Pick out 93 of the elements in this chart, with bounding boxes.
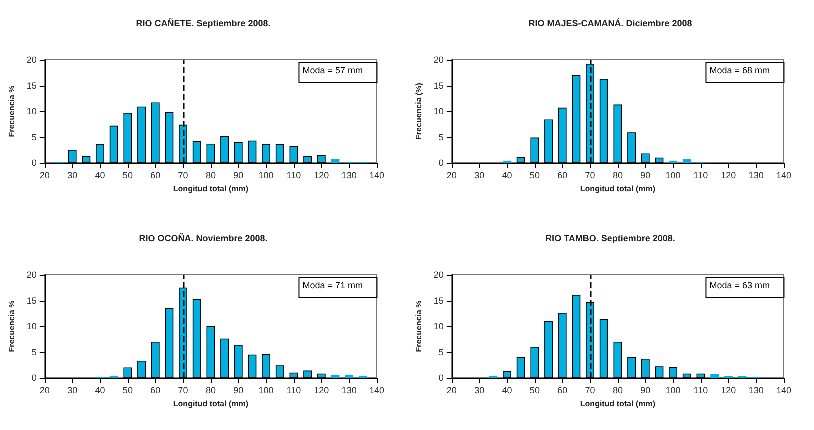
x-axis-title: Longitud total (mm) — [580, 184, 656, 194]
x-axis-title: Longitud total (mm) — [580, 400, 656, 408]
y-tick-label: 20 — [434, 55, 444, 65]
x-tick-label: 70 — [178, 386, 188, 396]
x-tick-label: 30 — [474, 386, 485, 396]
x-tick-label: 120 — [314, 386, 330, 396]
x-tick-label: 80 — [612, 386, 623, 396]
bar — [331, 159, 340, 163]
x-tick-label: 20 — [40, 386, 50, 396]
x-tick-label: 120 — [721, 170, 736, 180]
chart-title: RIO CAÑETE. Septiembre 2008. — [136, 18, 271, 28]
x-tick-label: 50 — [122, 386, 133, 396]
annotation: Moda = 57 mm — [302, 66, 364, 76]
x-tick-label: 80 — [206, 386, 216, 396]
y-tick-label: 0 — [438, 158, 444, 168]
y-tick-label: 15 — [434, 80, 444, 91]
y-tick-label: 5 — [438, 347, 444, 358]
x-tick-label: 40 — [502, 170, 512, 180]
x-tick-label: 50 — [530, 386, 540, 396]
x-tick-label: 140 — [776, 170, 792, 180]
x-tick-label: 90 — [640, 386, 651, 396]
y-axis-title: Frecuencia % — [8, 86, 16, 138]
y-tick-label: 10 — [26, 106, 37, 116]
bar — [710, 374, 720, 378]
x-tick-label: 130 — [748, 170, 764, 180]
annotation: Moda = 63 mm — [710, 280, 770, 290]
x-tick-label: 110 — [694, 386, 708, 396]
x-tick-label: 60 — [558, 386, 568, 396]
x-axis-title: Longitud total (mm) — [173, 184, 249, 194]
x-tick-label: 140 — [369, 386, 385, 396]
x-tick-label: 80 — [206, 170, 216, 180]
x-tick-label: 100 — [666, 386, 681, 396]
annotation: Moda = 71 mm — [302, 280, 364, 290]
x-tick-label: 90 — [234, 386, 244, 396]
y-tick-label: 15 — [434, 296, 444, 306]
x-tick-label: 110 — [286, 170, 302, 180]
x-tick-label: 90 — [234, 170, 244, 180]
x-tick-label: 100 — [666, 170, 681, 180]
x-tick-label: 140 — [776, 386, 792, 396]
x-tick-label: 120 — [721, 386, 736, 396]
x-tick-label: 120 — [314, 170, 330, 180]
y-tick-label: 10 — [26, 322, 37, 332]
bar — [345, 375, 354, 378]
x-tick-label: 40 — [95, 386, 106, 396]
x-tick-label: 130 — [342, 170, 357, 180]
x-tick-label: 140 — [369, 170, 385, 180]
x-tick-label: 110 — [694, 170, 708, 180]
x-tick-label: 60 — [150, 386, 161, 396]
x-tick-label: 70 — [585, 170, 596, 180]
y-tick-label: 0 — [32, 158, 37, 168]
y-tick-label: 0 — [438, 373, 444, 383]
y-tick-label: 15 — [26, 296, 37, 306]
x-tick-label: 30 — [68, 386, 78, 396]
y-tick-label: 0 — [32, 373, 37, 383]
bar — [682, 159, 692, 163]
x-axis-title: Longitud total (mm) — [173, 400, 249, 408]
chart-title: RIO MAJES-CAMANÁ. Diciembre 2008 — [528, 18, 692, 28]
x-tick-label: 40 — [95, 170, 106, 180]
x-tick-label: 90 — [640, 170, 651, 180]
x-tick-label: 20 — [40, 170, 50, 180]
y-axis-title: Frecuencia (%) — [414, 82, 424, 140]
x-tick-label: 100 — [258, 170, 274, 180]
x-tick-label: 50 — [530, 170, 540, 180]
y-tick-label: 15 — [26, 80, 37, 91]
x-tick-label: 30 — [474, 170, 485, 180]
x-tick-label: 20 — [446, 386, 457, 396]
x-tick-label: 80 — [612, 170, 623, 180]
y-axis-title: Frecuencia % — [8, 300, 16, 352]
y-tick-label: 10 — [434, 322, 444, 332]
x-tick-label: 20 — [446, 170, 457, 180]
x-tick-label: 110 — [286, 386, 302, 396]
x-tick-label: 40 — [502, 386, 512, 396]
y-axis-title: Frecuencia % — [414, 300, 424, 352]
x-tick-label: 130 — [748, 386, 764, 396]
chart-title: RIO OCOÑA. Noviembre 2008. — [139, 232, 268, 244]
y-tick-label: 5 — [438, 132, 444, 142]
chart-title: RIO TAMBO. Septiembre 2008. — [546, 234, 676, 244]
x-tick-label: 60 — [150, 170, 161, 180]
y-tick-label: 5 — [32, 347, 37, 358]
x-tick-label: 70 — [178, 170, 188, 180]
x-tick-label: 60 — [558, 170, 568, 180]
y-tick-label: 20 — [26, 270, 37, 280]
y-tick-label: 10 — [434, 106, 444, 116]
bar — [331, 375, 340, 378]
x-tick-label: 70 — [585, 386, 596, 396]
y-tick-label: 20 — [26, 55, 37, 65]
x-tick-label: 130 — [342, 386, 357, 396]
x-tick-label: 30 — [68, 170, 78, 180]
x-tick-label: 50 — [122, 170, 133, 180]
annotation: Moda = 68 mm — [710, 66, 770, 76]
x-tick-label: 100 — [258, 386, 274, 396]
y-tick-label: 5 — [32, 132, 37, 142]
y-tick-label: 20 — [434, 270, 444, 280]
